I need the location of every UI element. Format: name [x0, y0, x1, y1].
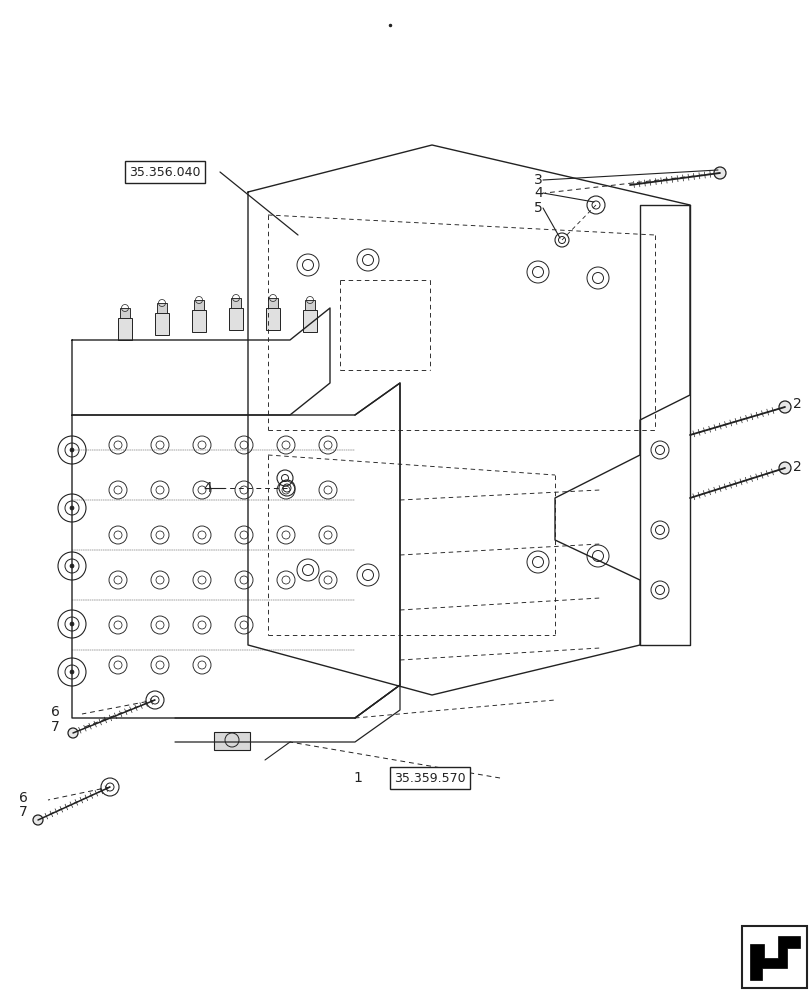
Bar [303, 310, 316, 332]
Text: 2: 2 [792, 397, 800, 411]
Circle shape [713, 167, 725, 179]
Circle shape [70, 448, 74, 452]
Text: 5: 5 [534, 201, 543, 215]
Circle shape [778, 401, 790, 413]
Text: 7: 7 [19, 805, 28, 819]
Text: 35.356.040: 35.356.040 [129, 166, 200, 179]
Bar [229, 308, 242, 330]
Circle shape [33, 815, 43, 825]
Bar [191, 310, 206, 332]
Bar [266, 308, 280, 330]
Bar [741, 926, 806, 988]
Text: 1: 1 [353, 771, 362, 785]
Bar [194, 300, 204, 310]
Bar [118, 318, 132, 340]
Circle shape [68, 728, 78, 738]
Circle shape [70, 564, 74, 568]
Circle shape [70, 622, 74, 626]
Text: 35.359.570: 35.359.570 [393, 772, 466, 784]
Text: 3: 3 [534, 173, 543, 187]
Text: 4: 4 [203, 481, 212, 495]
Bar [305, 300, 315, 310]
Bar [268, 298, 277, 308]
Polygon shape [749, 936, 799, 980]
Text: 4: 4 [534, 186, 543, 200]
Text: 7: 7 [51, 720, 60, 734]
Circle shape [70, 506, 74, 510]
Text: 6: 6 [51, 705, 60, 719]
Bar [157, 303, 167, 313]
Circle shape [70, 670, 74, 674]
Text: 6: 6 [19, 791, 28, 805]
Text: 2: 2 [792, 460, 800, 474]
Bar [120, 308, 130, 318]
Bar [214, 732, 250, 750]
Bar [230, 298, 241, 308]
Bar [155, 313, 169, 335]
Circle shape [778, 462, 790, 474]
